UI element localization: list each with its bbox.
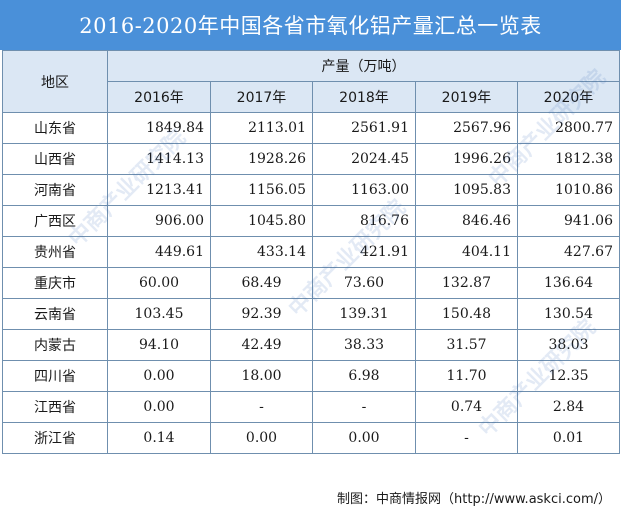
value-cell: - — [415, 422, 518, 454]
title-bar: 2016-2020年中国各省市氧化铝产量汇总一览表 — [0, 0, 621, 50]
value-cell: 1414.13 — [107, 143, 211, 175]
value-cell: 2561.91 — [312, 112, 416, 144]
header-row-years: 2016年 2017年 2018年 2019年 2020年 — [3, 81, 620, 113]
table-row: 重庆市 60.00 68.49 73.60 132.87 136.64 — [2, 267, 620, 299]
year-header: 2019年 — [415, 81, 518, 113]
production-table: 地区 产量（万吨） 2016年 2017年 2018年 2019年 2020年 … — [2, 50, 620, 454]
value-cell: 846.46 — [415, 205, 518, 237]
value-cell: 38.33 — [312, 329, 416, 361]
value-cell: - — [312, 391, 416, 423]
value-cell: 130.54 — [517, 298, 620, 330]
value-cell: 0.00 — [312, 422, 416, 454]
value-cell: 31.57 — [415, 329, 518, 361]
table-row: 山西省 1414.13 1928.26 2024.45 1996.26 1812… — [2, 143, 620, 175]
value-cell: 94.10 — [107, 329, 211, 361]
value-cell: 42.49 — [210, 329, 313, 361]
value-cell: 2567.96 — [415, 112, 518, 144]
value-cell: 1095.83 — [415, 174, 518, 206]
value-cell: 449.61 — [107, 236, 211, 268]
value-cell: 906.00 — [107, 205, 211, 237]
value-cell: 92.39 — [210, 298, 313, 330]
page-title: 2016-2020年中国各省市氧化铝产量汇总一览表 — [79, 14, 542, 38]
region-cell: 山东省 — [2, 112, 108, 144]
value-cell: 1928.26 — [210, 143, 313, 175]
table-row: 山东省 1849.84 2113.01 2561.91 2567.96 2800… — [2, 112, 620, 144]
table-row: 浙江省 0.14 0.00 0.00 - 0.01 — [2, 422, 620, 454]
value-cell: 0.14 — [107, 422, 211, 454]
value-cell: 6.98 — [312, 360, 416, 392]
value-cell: 2800.77 — [517, 112, 620, 144]
table-row: 内蒙古 94.10 42.49 38.33 31.57 38.03 — [2, 329, 620, 361]
value-cell: 38.03 — [517, 329, 620, 361]
table-row: 广西区 906.00 1045.80 816.76 846.46 941.06 — [2, 205, 620, 237]
value-cell: 1010.86 — [517, 174, 620, 206]
value-cell: 150.48 — [415, 298, 518, 330]
region-cell: 山西省 — [2, 143, 108, 175]
region-cell: 浙江省 — [2, 422, 108, 454]
production-group-header: 产量（万吨） — [107, 50, 620, 82]
value-cell: 18.00 — [210, 360, 313, 392]
value-cell: 132.87 — [415, 267, 518, 299]
value-cell: - — [210, 391, 313, 423]
table-row: 河南省 1213.41 1156.05 1163.00 1095.83 1010… — [2, 174, 620, 206]
value-cell: 103.45 — [107, 298, 211, 330]
value-cell: 0.00 — [107, 360, 211, 392]
region-cell: 贵州省 — [2, 236, 108, 268]
region-cell: 云南省 — [2, 298, 108, 330]
value-cell: 816.76 — [312, 205, 416, 237]
table-row: 贵州省 449.61 433.14 421.91 404.11 427.67 — [2, 236, 620, 268]
value-cell: 1156.05 — [210, 174, 313, 206]
value-cell: 1045.80 — [210, 205, 313, 237]
value-cell: 60.00 — [107, 267, 211, 299]
table-row: 云南省 103.45 92.39 139.31 150.48 130.54 — [2, 298, 620, 330]
value-cell: 404.11 — [415, 236, 518, 268]
value-cell: 0.00 — [107, 391, 211, 423]
region-cell: 内蒙古 — [2, 329, 108, 361]
region-cell: 四川省 — [2, 360, 108, 392]
region-header: 地区 — [2, 50, 108, 113]
region-cell: 河南省 — [2, 174, 108, 206]
value-cell: 427.67 — [517, 236, 620, 268]
value-cell: 139.31 — [312, 298, 416, 330]
year-header: 2017年 — [210, 81, 313, 113]
region-cell: 江西省 — [2, 391, 108, 423]
year-header: 2018年 — [312, 81, 416, 113]
value-cell: 2113.01 — [210, 112, 313, 144]
year-header: 2020年 — [517, 81, 620, 113]
value-cell: 136.64 — [517, 267, 620, 299]
value-cell: 2.84 — [517, 391, 620, 423]
value-cell: 941.06 — [517, 205, 620, 237]
value-cell: 0.74 — [415, 391, 518, 423]
value-cell: 1213.41 — [107, 174, 211, 206]
region-cell: 广西区 — [2, 205, 108, 237]
value-cell: 433.14 — [210, 236, 313, 268]
value-cell: 0.01 — [517, 422, 620, 454]
header-row-group: 地区 产量（万吨） — [2, 50, 620, 113]
value-cell: 1849.84 — [107, 112, 211, 144]
year-header: 2016年 — [107, 81, 211, 113]
source-footer: 制图：中商情报网（http://www.askci.com/） — [337, 492, 611, 507]
value-cell: 0.00 — [210, 422, 313, 454]
table-row: 江西省 0.00 - - 0.74 2.84 — [2, 391, 620, 423]
value-cell: 421.91 — [312, 236, 416, 268]
value-cell: 1812.38 — [517, 143, 620, 175]
value-cell: 68.49 — [210, 267, 313, 299]
value-cell: 1163.00 — [312, 174, 416, 206]
table-row: 四川省 0.00 18.00 6.98 11.70 12.35 — [2, 360, 620, 392]
value-cell: 1996.26 — [415, 143, 518, 175]
value-cell: 73.60 — [312, 267, 416, 299]
value-cell: 11.70 — [415, 360, 518, 392]
value-cell: 2024.45 — [312, 143, 416, 175]
region-cell: 重庆市 — [2, 267, 108, 299]
value-cell: 12.35 — [517, 360, 620, 392]
